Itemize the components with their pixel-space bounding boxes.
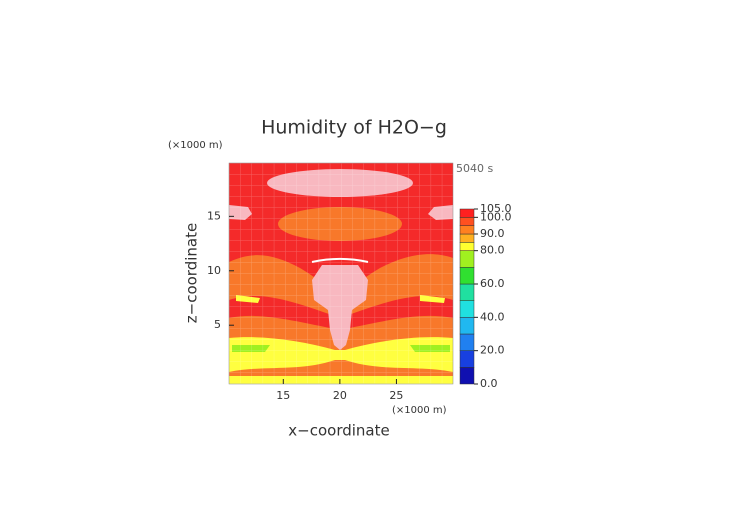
colorbar-band [459,350,475,368]
colorbar-band [459,208,475,218]
colorbar-band [459,250,475,268]
contour-field [229,163,453,384]
x-tick-label: 15 [276,389,290,402]
colorbar-tick-label: 60.0 [480,277,505,290]
colorbar-tick-label: 20.0 [480,344,505,357]
colorbar-band [459,267,475,285]
colorbar-tick-label: 100.0 [480,210,512,223]
colorbar-tick-label: 40.0 [480,310,505,323]
colorbar-band [459,242,475,251]
colorbar-band [459,233,475,243]
y-tick-label: 5 [214,318,221,331]
colorbar-tick-label: 80.0 [480,244,505,257]
colorbar-band [459,367,475,385]
field-grid [229,163,453,384]
y-tick-label: 10 [207,264,221,277]
colorbar-band [459,225,475,235]
time-label: 5040 s [456,162,493,175]
colorbar-band [459,333,475,351]
colorbar-tick-label: 90.0 [480,227,505,240]
colorbar-band [459,217,475,226]
x-unit: (×1000 m) [392,405,447,416]
colorbar-band [459,317,475,335]
y-axis-label: z−coordinate [183,223,201,323]
y-unit: (×1000 m) [168,140,223,151]
plot-frame [228,162,454,385]
chart-title: Humidity of H2O−g [261,117,447,139]
x-tick-label: 25 [389,389,403,402]
y-tick-label: 15 [207,209,221,222]
colorbar-tick-label: 0.0 [480,377,498,390]
x-tick-label: 20 [333,389,347,402]
x-axis-label: x−coordinate [288,422,389,440]
colorbar-band [459,283,475,301]
colorbar-tick-label: 105.0 [480,202,512,215]
colorbar-band [459,300,475,318]
